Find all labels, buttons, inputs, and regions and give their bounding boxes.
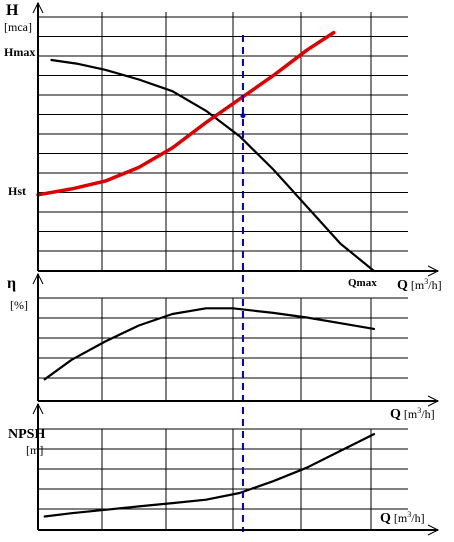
- system-curve-line: [36, 30, 336, 197]
- q-symbol-1: Q: [397, 278, 408, 293]
- q-unit-close-2: /h]: [421, 407, 434, 421]
- x-axis-arrow-3: [427, 524, 440, 536]
- efficiency-line: [43, 307, 376, 381]
- q-unit-open-2: [m: [404, 407, 418, 421]
- npsh-required-line: [43, 433, 376, 518]
- h-unit-label: [mca]: [4, 20, 32, 34]
- q-unit-close-1: /h]: [428, 278, 441, 292]
- operating-point-marker: [240, 113, 246, 119]
- q-unit-exp-2: 3: [417, 406, 421, 415]
- axis-layer: [32, 1, 440, 536]
- pump-curve-line: [50, 58, 376, 273]
- q-unit-open-1: [m: [411, 278, 425, 292]
- grid-layer: [38, 12, 408, 530]
- x-axis-arrow-1: [427, 265, 440, 277]
- q-axis-label-2: Q [m3/h]: [390, 406, 435, 422]
- hmax-label: Hmax: [4, 45, 35, 59]
- curve-layer: [36, 30, 376, 532]
- q-unit-exp-3: 3: [407, 510, 411, 519]
- q-axis-label-3: Q [m3/h]: [380, 510, 425, 526]
- hst-label: Hst: [8, 184, 26, 198]
- q-symbol-2: Q: [390, 407, 401, 422]
- q-unit-exp-1: 3: [424, 277, 428, 286]
- y-axis-arrow-3: [32, 402, 44, 415]
- npsh-unit-label: [m]: [26, 443, 43, 457]
- eta-unit-label: [%]: [10, 298, 28, 312]
- q-symbol-3: Q: [380, 511, 391, 526]
- x-axis-arrow-2: [427, 395, 440, 407]
- eta-axis-label: η: [7, 275, 16, 292]
- qmax-label: Qmax: [348, 277, 377, 289]
- y-axis-arrow-2: [32, 272, 44, 285]
- q-unit-open-3: [m: [394, 511, 408, 525]
- y-axis-arrow-1: [32, 1, 44, 14]
- npsh-axis-label: NPSH: [8, 427, 45, 442]
- q-axis-label-1: Q [m3/h]: [397, 277, 442, 293]
- h-axis-label: H: [6, 2, 19, 19]
- q-unit-close-3: /h]: [411, 511, 424, 525]
